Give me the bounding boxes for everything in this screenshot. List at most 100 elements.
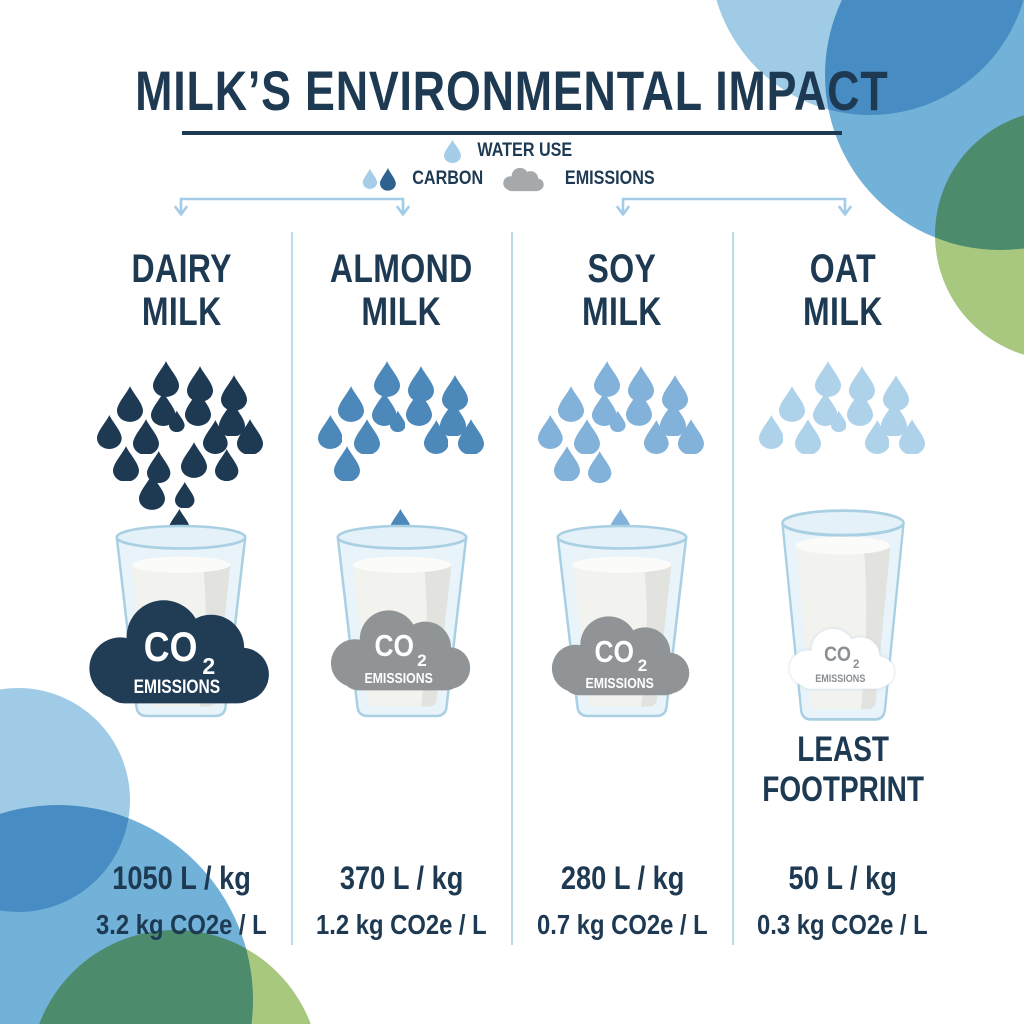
co2-cloud: CO 2 EMISSIONS	[783, 624, 897, 691]
water-drop-icon	[848, 366, 875, 403]
column-title: DAIRY MILK	[131, 247, 232, 335]
column-stats: 1050 L / kg 3.2 kg CO2e / L	[72, 860, 291, 941]
water-use-value: 280 L / kg	[560, 860, 684, 896]
water-drop-icon	[882, 375, 909, 412]
column-almond-milk: ALMOND MILK	[293, 232, 513, 945]
water-drop-icon	[153, 361, 180, 397]
water-drop-icon	[538, 415, 563, 449]
carbon-cloud-icon	[503, 167, 544, 192]
co2-emissions-value: 0.7 kg CO2e / L	[536, 909, 708, 940]
water-drop-icon	[457, 418, 484, 455]
co2-cloud: CO 2 EMISSIONS	[323, 604, 475, 694]
water-drop-icon	[662, 375, 689, 412]
co2-cloud-label: CO 2 EMISSIONS	[815, 643, 866, 685]
water-drop-icon	[628, 366, 655, 403]
column-title: ALMOND MILK	[330, 247, 474, 335]
water-drop-icon	[814, 361, 841, 397]
column-soy-milk: SOY MILK	[513, 232, 734, 945]
co2-cloud-label: CO 2 EMISSIONS	[134, 622, 221, 699]
water-drop-icon	[574, 418, 601, 455]
water-drop-icon	[147, 450, 171, 484]
water-drop-icon	[139, 474, 166, 511]
water-drop-icon	[626, 389, 653, 426]
water-drop-icon	[898, 418, 925, 455]
water-drop-icon	[558, 386, 585, 423]
water-drop-icon	[117, 386, 144, 423]
column-title: OAT MILK	[802, 247, 883, 335]
water-drop-icon	[333, 445, 360, 482]
column-stats: 370 L / kg 1.2 kg CO2e / L	[293, 860, 512, 941]
water-drop-icon	[219, 400, 246, 437]
co2-cloud-label: CO 2 EMISSIONS	[585, 633, 654, 692]
water-drop-icon	[215, 449, 239, 482]
water-drop-icon	[592, 391, 617, 426]
legend-carbon-label-right: EMISSIONS	[564, 168, 655, 189]
water-drop-icon	[181, 442, 208, 478]
water-drop-icon	[353, 418, 380, 455]
water-drop-icon	[187, 366, 214, 403]
water-drop-icon	[175, 481, 195, 509]
bracket-arrow-left	[174, 197, 410, 216]
water-drop-icon	[660, 400, 687, 437]
water-drops-pair-icon	[362, 167, 396, 191]
water-drop-icon	[203, 420, 228, 455]
water-drop-icon	[371, 391, 397, 426]
co2-cloud-label: CO 2 EMISSIONS	[364, 628, 433, 687]
water-drop-icon	[237, 418, 264, 455]
co2-emissions-value: 0.3 kg CO2e / L	[757, 909, 929, 940]
water-drop-icon	[812, 391, 838, 426]
water-drop-icon	[644, 420, 669, 455]
water-drop-icon	[169, 411, 185, 433]
milk-glass	[777, 504, 909, 726]
water-drop-icon	[830, 411, 847, 433]
water-drop-icon	[610, 411, 626, 433]
water-drops-cluster	[302, 360, 502, 540]
co2-emissions-value: 3.2 kg CO2e / L	[95, 909, 267, 940]
co2-cloud: CO 2 EMISSIONS	[79, 592, 275, 708]
water-drop-icon	[794, 418, 821, 455]
water-drop-icon	[439, 400, 466, 437]
water-drop-icon	[864, 420, 890, 455]
water-drop-icon	[778, 386, 805, 423]
water-drop-icon	[389, 411, 406, 433]
water-drop-icon	[423, 420, 449, 455]
column-stats: 50 L / kg 0.3 kg CO2e / L	[734, 860, 953, 941]
title-underline	[182, 131, 842, 135]
co2-cloud: CO 2 EMISSIONS	[544, 610, 694, 698]
water-drop-icon	[880, 400, 907, 437]
water-drop-icon	[97, 415, 122, 449]
water-drop-icon	[594, 361, 621, 397]
water-use-value: 370 L / kg	[340, 860, 464, 896]
water-drop-icon	[185, 389, 212, 426]
water-drop-icon	[337, 386, 364, 423]
column-stats: 280 L / kg 0.7 kg CO2e / L	[513, 860, 732, 941]
column-oat-milk: OAT MILK	[734, 232, 953, 945]
water-drop-icon	[554, 445, 581, 482]
water-drop-icon	[133, 418, 160, 455]
water-drop-icon	[758, 415, 784, 449]
water-drop-icon	[588, 450, 612, 484]
least-footprint-label: LEAST FOOTPRINT	[761, 730, 924, 810]
water-drop-icon	[317, 415, 343, 449]
water-drop-icon	[407, 366, 434, 403]
water-drop-icon	[221, 375, 248, 412]
legend-carbon-label-left: CARBON	[411, 168, 483, 189]
milk-columns: DAIRY MILK	[72, 232, 952, 945]
water-use-value: 50 L / kg	[788, 860, 897, 896]
water-drop-icon	[373, 361, 400, 397]
water-drop-icon	[846, 389, 873, 426]
water-drop-icon	[405, 389, 432, 426]
co2-emissions-value: 1.2 kg CO2e / L	[316, 909, 488, 940]
page-title-text: MILK’S ENVIRONMENTAL IMPACT	[135, 59, 889, 122]
legend-water-label: WATER USE	[477, 140, 572, 161]
column-title: SOY MILK	[582, 247, 663, 335]
legend: WATER USE CARBON EMISSIONS	[0, 139, 1024, 192]
water-use-value: 1050 L / kg	[111, 860, 251, 896]
column-dairy-milk: DAIRY MILK	[72, 232, 293, 945]
water-drop-icon	[113, 445, 140, 482]
water-drop-icon	[678, 418, 705, 455]
water-drop-icon	[151, 391, 176, 426]
water-drops-cluster	[522, 360, 722, 540]
water-drops-cluster	[81, 360, 281, 540]
